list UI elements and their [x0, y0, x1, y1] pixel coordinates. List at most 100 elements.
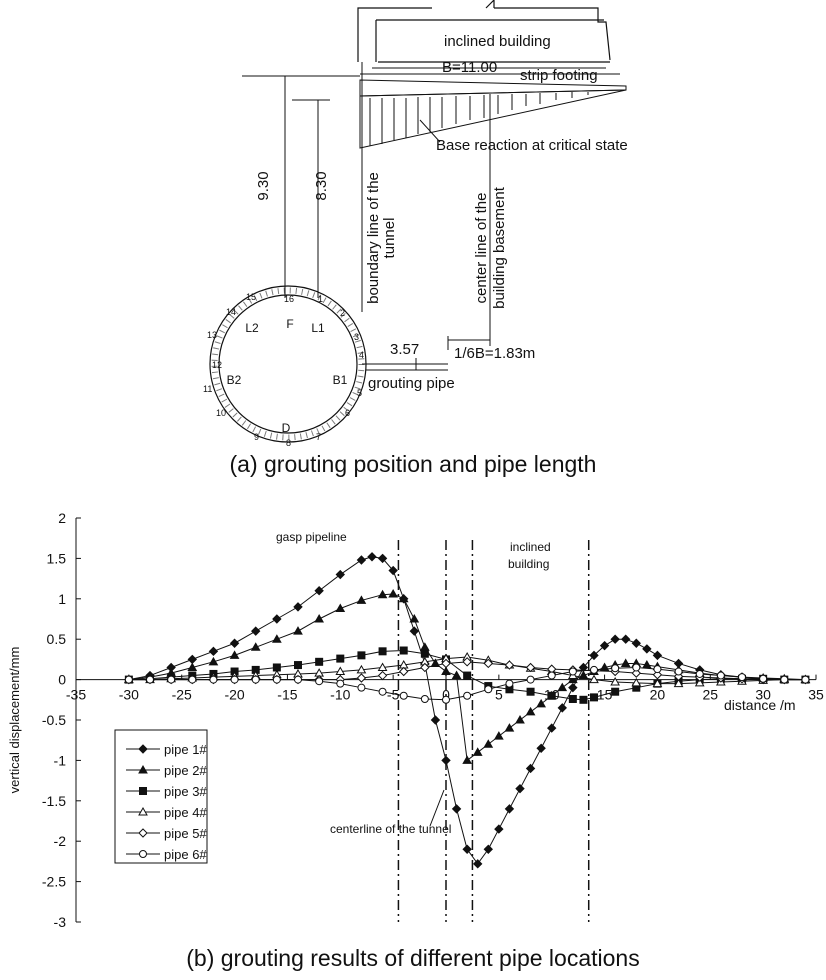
panel-a-caption: (a) grouting position and pipe length: [230, 451, 597, 477]
data-point-pipe-1: [377, 553, 388, 564]
data-point-pipe-2: [388, 588, 399, 598]
width-label: B=11.00: [442, 59, 497, 76]
data-point-pipe-5: [356, 673, 367, 683]
data-point-pipe-1: [599, 640, 610, 651]
data-point-pipe-1: [494, 824, 504, 834]
annotation-inclined-2: building: [508, 557, 549, 571]
data-point-pipe-1: [208, 646, 219, 657]
data-point-pipe-6: [716, 671, 725, 680]
data-point-pipe-3: [526, 687, 535, 696]
series-line-1: [128, 556, 806, 865]
data-point-pipe-1: [272, 614, 282, 624]
data-point-pipe-6: [420, 694, 429, 703]
data-point-pipe-2: [536, 698, 547, 708]
y-tick-label: 0.5: [47, 631, 67, 647]
chart-legend: pipe 1# pipe 2# pipe 3# pipe 4# pipe 5# pipe …: [114, 729, 208, 864]
data-point-pipe-6: [188, 675, 197, 684]
legend-label-6: pipe 6#: [164, 847, 207, 862]
data-point-pipe-2: [441, 666, 451, 676]
data-point-pipe-2: [409, 613, 420, 623]
data-point-pipe-2: [293, 626, 303, 635]
data-point-pipe-1: [356, 555, 367, 565]
displacement-chart: 2 1.5 1 0.5 0 -0.5 -1 -1.5 -2 -2.5 -3 -35 -30 -25 -20 -…: [7, 510, 824, 930]
data-point-pipe-3: [463, 671, 472, 680]
seg-num: 13: [207, 330, 217, 340]
data-point-pipe-6: [674, 667, 683, 676]
data-point-pipe-6: [463, 691, 472, 700]
data-point-pipe-5: [462, 657, 472, 667]
data-point-pipe-2: [493, 731, 504, 740]
data-point-pipe-1: [568, 682, 578, 693]
dimension-lines: [242, 62, 491, 370]
data-point-pipe-2: [472, 747, 483, 756]
data-point-pipe-6: [568, 667, 577, 676]
data-point-pipe-1: [367, 552, 377, 562]
data-point-pipe-1: [536, 743, 546, 753]
x-tick-label: -30: [119, 687, 139, 703]
ring-segment-numbers: 1 2 3 4 5 6 7 8 9 10 11 12 13 14 15 16: [203, 292, 364, 448]
x-tick-label: 5: [495, 687, 503, 703]
y-tick-label: 2: [58, 510, 66, 526]
data-point-pipe-6: [738, 673, 746, 682]
ring-label-F: F: [286, 317, 293, 331]
data-point-pipe-4: [694, 677, 705, 687]
annotation-centerline: centerline of the tunnel: [330, 822, 451, 836]
data-point-pipe-4: [631, 677, 642, 687]
ring-label-D: D: [282, 421, 291, 435]
data-point-pipe-6: [547, 671, 556, 680]
seg-num: 8: [286, 438, 291, 448]
y-tick-label: -2: [54, 833, 67, 849]
data-point-pipe-3: [399, 646, 408, 655]
data-point-pipe-6: [230, 675, 239, 684]
data-point-pipe-5: [483, 658, 493, 669]
legend-label-4: pipe 4#: [164, 805, 207, 820]
data-point-pipe-3: [378, 647, 387, 656]
data-point-pipe-6: [399, 691, 408, 700]
data-point-pipe-2: [356, 595, 367, 604]
dim-930: 9.30: [255, 171, 272, 200]
data-point-pipe-6: [251, 675, 260, 684]
data-point-pipe-2: [208, 656, 219, 666]
center-label-2: building basement: [491, 186, 508, 309]
base-reaction-diagram: [359, 89, 627, 149]
building-label: inclined building: [444, 33, 551, 50]
data-point-pipe-2: [229, 650, 240, 659]
data-point-pipe-1: [430, 715, 441, 725]
data-point-pipe-2: [419, 642, 430, 651]
data-point-pipe-1: [642, 644, 652, 654]
data-point-pipe-1: [251, 626, 261, 636]
x-tick-label: -20: [224, 687, 244, 703]
series-line-2: [128, 593, 806, 762]
data-point-pipe-3: [579, 695, 588, 704]
data-point-pipe-6: [653, 665, 662, 674]
data-point-pipe-2: [620, 658, 631, 667]
x-tick-label: -15: [277, 687, 297, 703]
data-point-pipe-1: [547, 723, 557, 733]
data-point-pipe-1: [525, 763, 536, 774]
y-tick-label: -1.5: [42, 793, 66, 809]
data-point-pipe-3: [336, 654, 345, 663]
data-point-pipe-1: [187, 654, 197, 665]
data-point-pipe-6: [505, 679, 514, 688]
legend-marker-6: [139, 850, 147, 858]
ring-label-B2: B2: [227, 373, 242, 387]
data-point-pipe-6: [357, 683, 366, 692]
x-axis-label: distance /m: [724, 697, 796, 713]
reaction-label: Base reaction at critical state: [436, 137, 628, 154]
legend-marker-2: [138, 764, 148, 774]
legend-marker-3: [139, 787, 147, 795]
seg-num: 15: [246, 292, 256, 302]
data-point-pipe-5: [377, 670, 388, 681]
data-point-pipe-6: [294, 675, 302, 684]
data-point-pipe-1: [483, 844, 493, 854]
data-point-pipe-1: [504, 804, 515, 814]
data-point-pipe-3: [315, 657, 324, 666]
center-label-1: center line of the: [473, 193, 490, 304]
chart-annotations: gasp pipeline inclined building centerli…: [276, 530, 551, 836]
dim-sixth-b: 1/6B=1.83m: [454, 345, 535, 362]
data-point-pipe-5: [420, 662, 430, 673]
data-point-pipe-5: [441, 658, 451, 669]
data-point-pipe-3: [420, 649, 429, 658]
y-tick-label: -0.5: [42, 712, 66, 728]
